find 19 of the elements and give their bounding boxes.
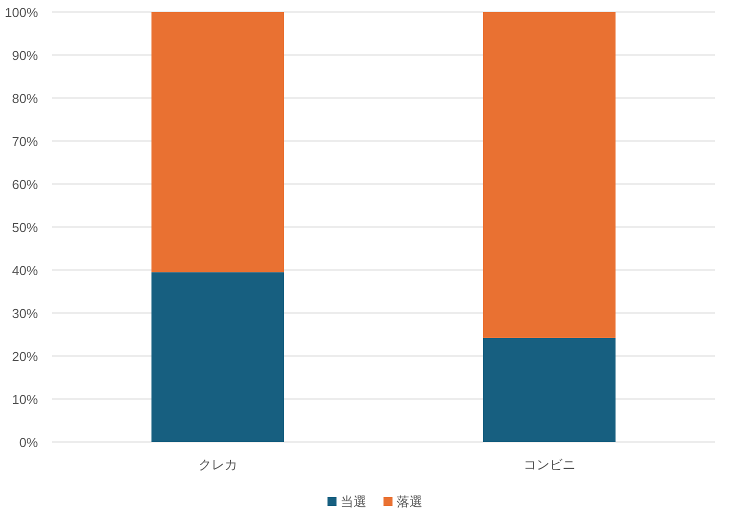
y-tick-label: 80% bbox=[12, 91, 38, 106]
y-tick-label: 0% bbox=[19, 435, 38, 450]
legend-label: 落選 bbox=[396, 494, 422, 509]
y-tick-label: 90% bbox=[12, 48, 38, 63]
x-tick-label: コンビニ bbox=[523, 457, 576, 472]
legend-label: 当選 bbox=[340, 494, 366, 509]
y-tick-label: 40% bbox=[12, 263, 38, 278]
y-tick-label: 100% bbox=[4, 5, 38, 20]
y-tick-label: 20% bbox=[12, 349, 38, 364]
bar bbox=[482, 338, 616, 442]
bar bbox=[151, 12, 284, 272]
y-tick-label: 50% bbox=[12, 220, 38, 235]
y-tick-label: 10% bbox=[12, 392, 38, 407]
x-tick-label: クレカ bbox=[198, 457, 238, 472]
y-tick-label: 70% bbox=[12, 134, 38, 149]
y-tick-label: 60% bbox=[12, 177, 38, 192]
bar bbox=[151, 272, 284, 442]
y-tick-label: 30% bbox=[12, 306, 38, 321]
bar bbox=[482, 12, 616, 338]
